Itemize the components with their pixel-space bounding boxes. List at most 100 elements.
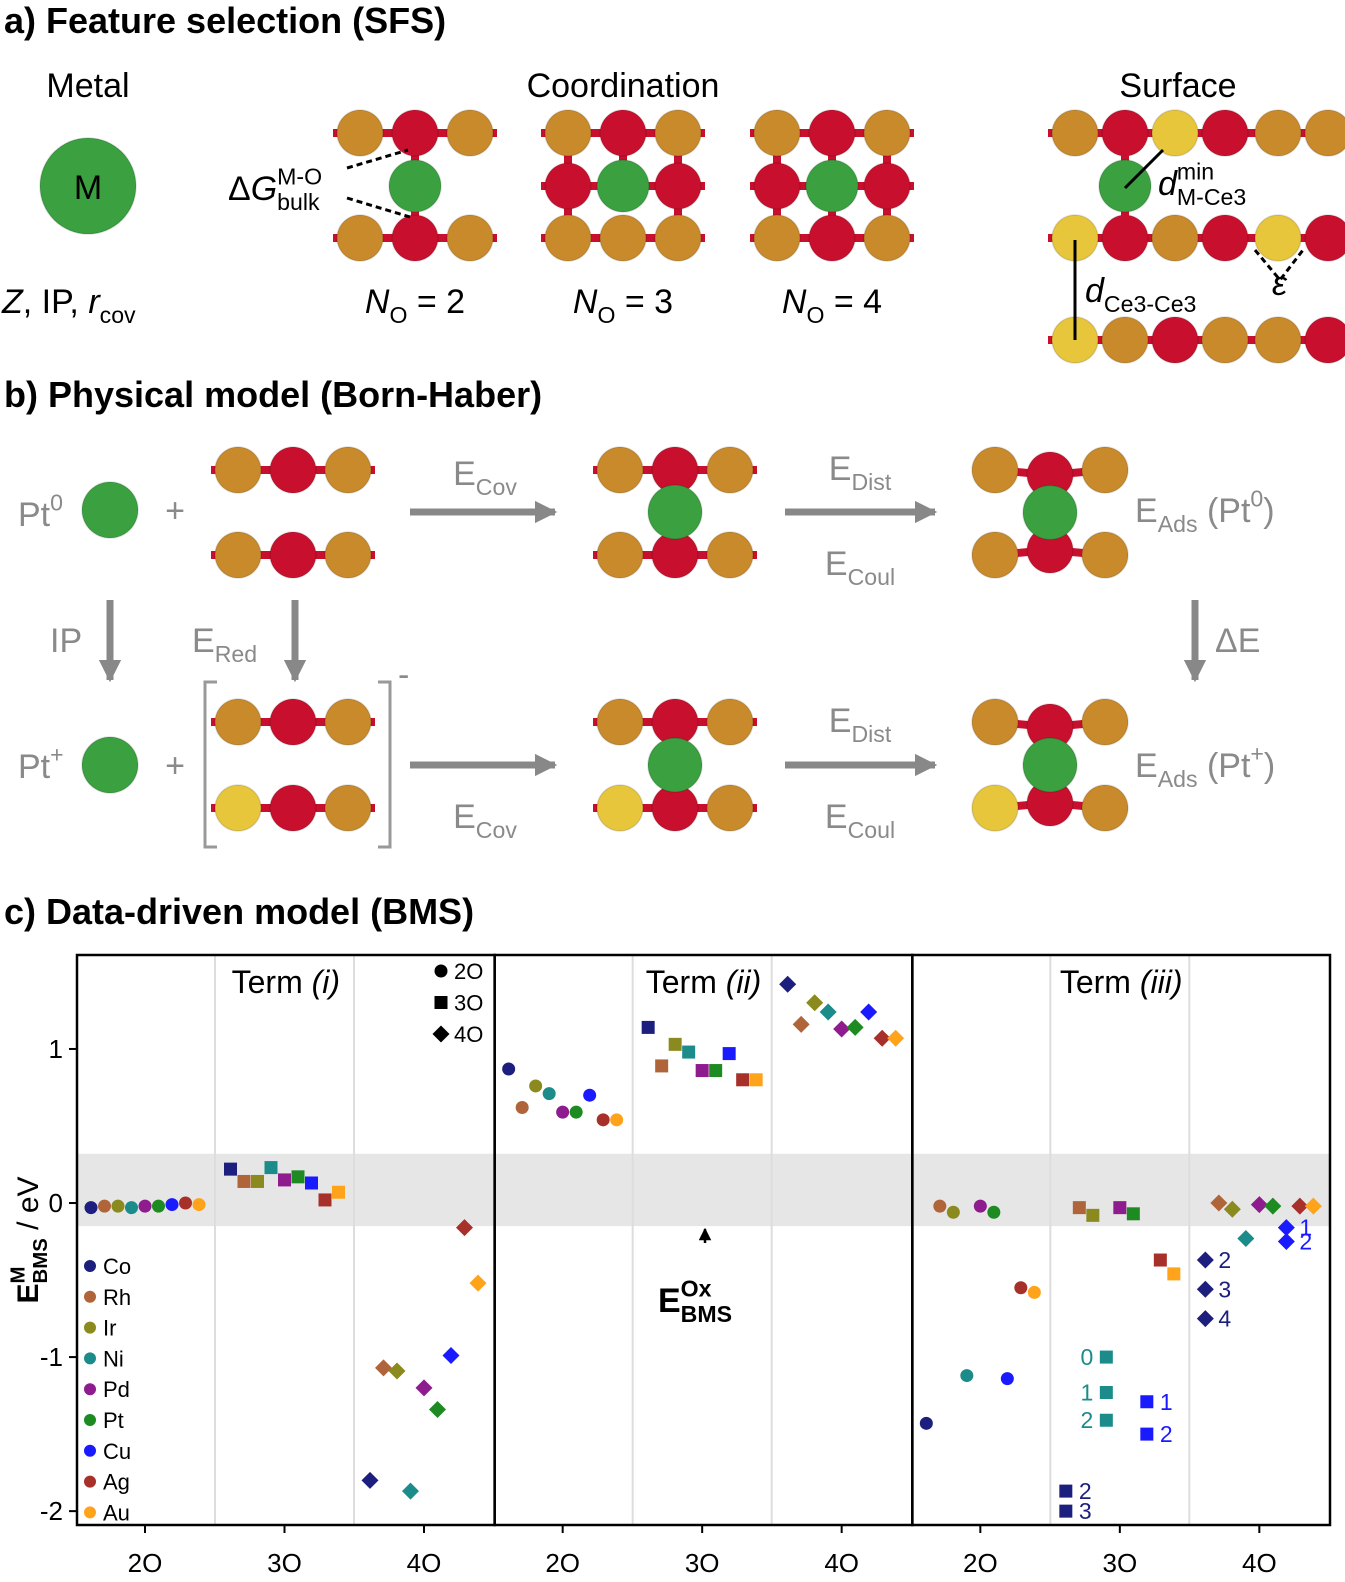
x-tick-label: 2O (545, 1548, 580, 1578)
y-label-part: / eV (12, 1176, 45, 1238)
atom (1151, 214, 1199, 262)
energy-label-part: Red (215, 641, 257, 667)
atom (39, 137, 137, 235)
energy-label-part: E (829, 450, 852, 488)
data-point (264, 1161, 278, 1175)
energy-label-part: (Pt (1198, 492, 1251, 530)
atom (654, 162, 702, 210)
atom (214, 446, 262, 494)
data-point (1099, 1350, 1113, 1364)
atom (1254, 214, 1302, 262)
band-label: EOx BMS (658, 1276, 732, 1328)
legend-marker (434, 964, 448, 978)
energy-label-part: E (829, 702, 852, 740)
data-point (792, 1015, 810, 1033)
energy-label-part: E (453, 455, 476, 493)
atom (1304, 214, 1345, 262)
data-point (165, 1198, 179, 1212)
energy-label-part: E (1135, 492, 1158, 530)
data-point (695, 1064, 709, 1078)
heading-part: Coordination (527, 67, 720, 105)
panel-title-part: b) Physical model (Born-Haber) (4, 374, 542, 415)
data-point (515, 1101, 529, 1115)
atom (863, 109, 911, 157)
data-point (98, 1199, 111, 1213)
coordination-label-part: N (782, 283, 807, 321)
atom (269, 446, 317, 494)
data-point (1086, 1208, 1100, 1222)
legend-label: 4O (454, 1022, 483, 1047)
energy-label: EDist (829, 702, 892, 747)
energy-label-part: G (251, 170, 277, 208)
data-point (152, 1199, 165, 1213)
data-point (1237, 1229, 1255, 1247)
heading: Metal (46, 67, 129, 105)
energy-label-part: Ads (1158, 766, 1198, 792)
atom (808, 214, 856, 262)
dashed-line (346, 148, 411, 219)
data-point (887, 1029, 905, 1047)
data-point (1291, 1197, 1309, 1215)
legend-label: Ni (103, 1346, 124, 1371)
panel-frame (493, 953, 914, 1527)
panel-title: a) Feature selection (SFS) (4, 0, 446, 41)
coordination-label: NO = 2 (365, 283, 465, 328)
energy-label: ΔE (1215, 622, 1260, 660)
atom (269, 698, 317, 746)
atom (544, 214, 592, 262)
data-point (960, 1369, 974, 1383)
atom (336, 214, 384, 262)
atom (599, 214, 647, 262)
energy-label-part: Coul (848, 564, 896, 590)
atom (1101, 316, 1149, 364)
data-point (429, 1400, 446, 1418)
plus-part: + (165, 747, 185, 785)
bracket (203, 680, 392, 849)
term-title-part: Term (232, 964, 312, 1000)
y-label: EMBMS / eV (8, 1176, 53, 1303)
term-title: Term (ii) (646, 964, 762, 1000)
data-point (1210, 1194, 1228, 1212)
data-point (1167, 1267, 1181, 1281)
atom (753, 214, 801, 262)
data-point (542, 1087, 556, 1101)
data-point (556, 1105, 570, 1119)
x-tick-label: 3O (685, 1548, 720, 1578)
y-axis-label: EMBMS / eV (8, 1176, 53, 1303)
energy-label-part: Dist (851, 469, 891, 495)
data-point (1059, 1504, 1073, 1518)
y-label-part: E (12, 1284, 45, 1304)
x-tick-label: 3O (267, 1548, 302, 1578)
distance-label-part: min (1177, 159, 1214, 185)
y-label-part: BMS (30, 1238, 52, 1283)
heading: Coordination (527, 67, 720, 105)
energy-label-part: E (1135, 747, 1158, 785)
data-point (1113, 1201, 1127, 1215)
energy-label-part: IP (50, 622, 82, 660)
species-label-part: 0 (50, 490, 63, 516)
energy-label-part: E (192, 622, 215, 660)
data-point (237, 1174, 251, 1188)
data-point (655, 1059, 669, 1073)
data-point (318, 1193, 332, 1207)
atom-label-part: M (74, 169, 102, 207)
point-label: 2 (1218, 1247, 1231, 1273)
atom (1081, 531, 1129, 579)
data-point (469, 1274, 487, 1292)
data-point (1153, 1253, 1167, 1267)
energy-label-part: Coul (848, 817, 896, 843)
atom (753, 162, 801, 210)
atom (1304, 109, 1345, 157)
data-point (1072, 1201, 1086, 1215)
atom (324, 531, 372, 579)
atom (446, 214, 494, 262)
atom (1151, 316, 1199, 364)
atom (544, 109, 592, 157)
coordination-label: NO = 3 (573, 283, 673, 328)
data-point (291, 1170, 305, 1184)
atom-label: M (74, 169, 102, 207)
data-point (819, 1003, 837, 1021)
energy-label-part: E (453, 798, 476, 836)
energy-label: EDist (829, 450, 892, 495)
coordination-label-part: N (365, 283, 390, 321)
